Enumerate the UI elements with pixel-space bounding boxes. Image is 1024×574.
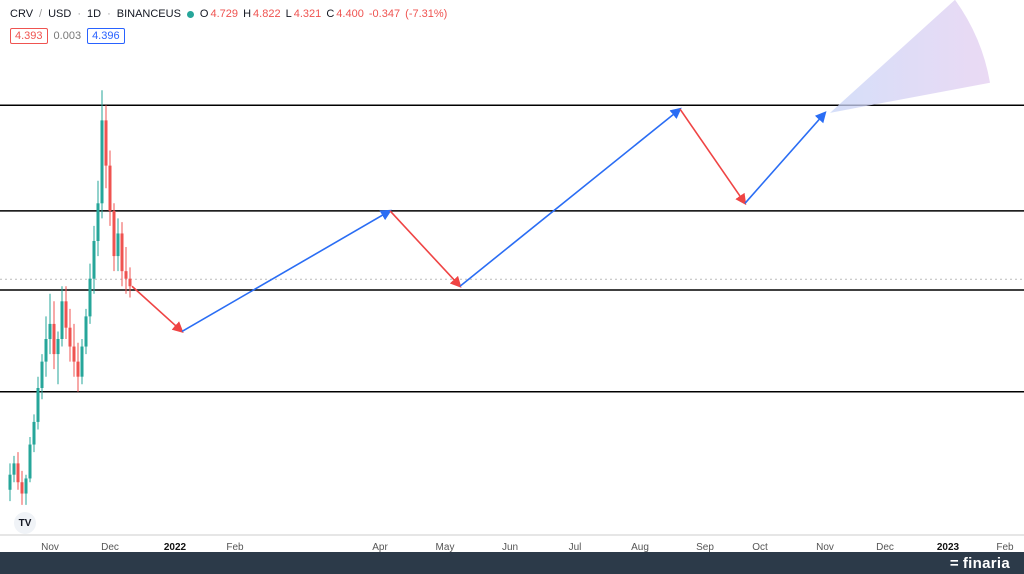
- chart-container: { "layout": { "width": 1024, "height": 5…: [0, 0, 1024, 574]
- trend-arrows: [132, 109, 825, 331]
- projection-cone: [830, 0, 990, 113]
- brand-icon: =: [950, 555, 959, 572]
- horizontal-lines: [0, 105, 1024, 391]
- brand-name: finaria: [963, 555, 1010, 572]
- candlestick-series: [9, 90, 132, 505]
- tradingview-logo-icon[interactable]: TV: [14, 512, 36, 534]
- footer-bar: = finaria: [0, 552, 1024, 574]
- price-chart[interactable]: [0, 0, 1024, 540]
- chart-svg[interactable]: [0, 0, 1024, 540]
